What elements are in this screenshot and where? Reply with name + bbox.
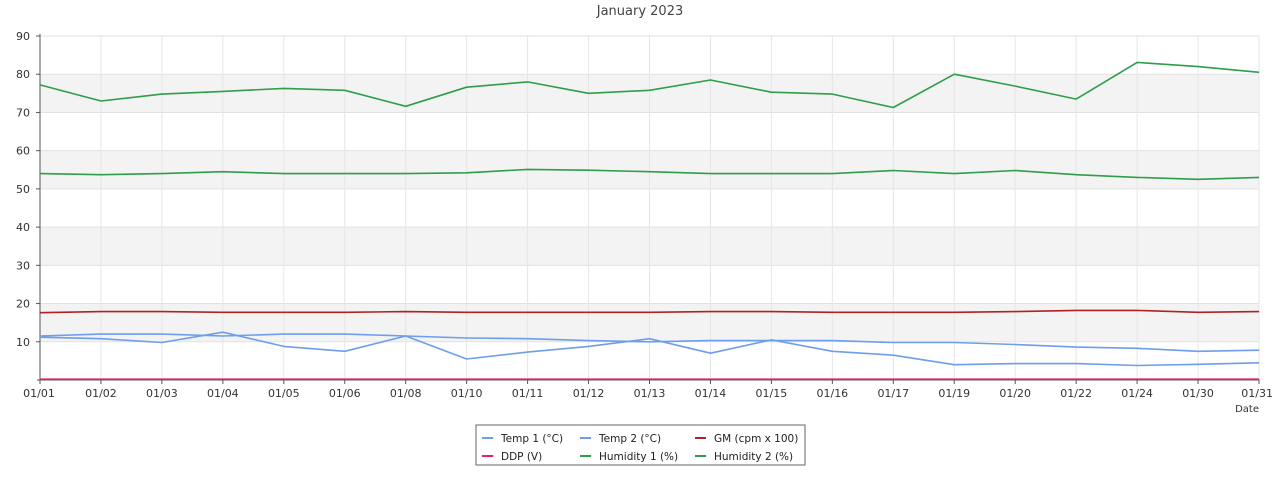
legend: Temp 1 (°C) Temp 2 (°C) GM (cpm x 100) DDP …	[475, 424, 806, 466]
series-line	[39, 309, 1260, 314]
series-line	[39, 331, 1260, 367]
x-tick-label: 01/04	[207, 387, 239, 400]
x-tick-label: 01/15	[756, 387, 788, 400]
x-tick-label: 01/24	[1121, 387, 1153, 400]
x-tick-label: 01/10	[451, 387, 483, 400]
x-tick-label: 01/14	[695, 387, 727, 400]
chart-title: January 2023	[596, 4, 684, 19]
x-tick-label: 01/17	[877, 387, 909, 400]
x-tick-label: 01/12	[573, 387, 605, 400]
x-tick-labels: 01/01 01/02 01/03 01/04 01/05 01/06 01/08 01/10…	[23, 387, 1273, 400]
legend-box	[475, 424, 806, 466]
legend-label: Humidity 1 (%)	[599, 451, 678, 463]
y-tick-label: 30	[16, 259, 30, 272]
y-tick-label: 90	[16, 30, 30, 43]
y-tick-label: 50	[16, 183, 30, 196]
y-tick-label: 40	[16, 221, 30, 234]
x-tick-label: 01/19	[938, 387, 970, 400]
y-tick-label: 60	[16, 145, 30, 158]
x-tick-label: 01/03	[146, 387, 178, 400]
x-axis-label: Date	[1235, 404, 1259, 415]
series-line	[39, 333, 1260, 353]
series-line	[39, 168, 1260, 181]
y-tick-label: 80	[16, 68, 30, 81]
legend-label: DDP (V)	[501, 451, 542, 463]
legend-label: GM (cpm x 100)	[714, 433, 798, 445]
series-line	[39, 61, 1260, 109]
x-tick-label: 01/02	[85, 387, 117, 400]
x-tick-label: 01/30	[1182, 387, 1214, 400]
x-tick-label: 01/13	[634, 387, 666, 400]
x-tick-label: 01/08	[390, 387, 422, 400]
x-tick-label: 01/20	[999, 387, 1031, 400]
y-tick-label: 10	[16, 336, 30, 349]
x-tick-label: 01/01	[23, 387, 55, 400]
legend-label: Temp 2 (°C)	[598, 433, 661, 445]
x-tick-label: 01/16	[816, 387, 848, 400]
y-tick-label: 20	[16, 298, 30, 311]
y-tick-labels: 10 20 30 40 50 60 70 80 90	[16, 30, 30, 349]
series-lines	[39, 61, 1260, 381]
x-tick-label: 01/06	[329, 387, 361, 400]
x-tick-label: 01/22	[1060, 387, 1092, 400]
y-tick-label: 70	[16, 106, 30, 119]
legend-label: Temp 1 (°C)	[500, 433, 563, 445]
x-tick-label: 01/11	[512, 387, 544, 400]
gridlines	[39, 35, 1260, 380]
x-tick-label: 01/31	[1241, 387, 1273, 400]
x-tick-label: 01/05	[268, 387, 300, 400]
legend-label: Humidity 2 (%)	[714, 451, 793, 463]
